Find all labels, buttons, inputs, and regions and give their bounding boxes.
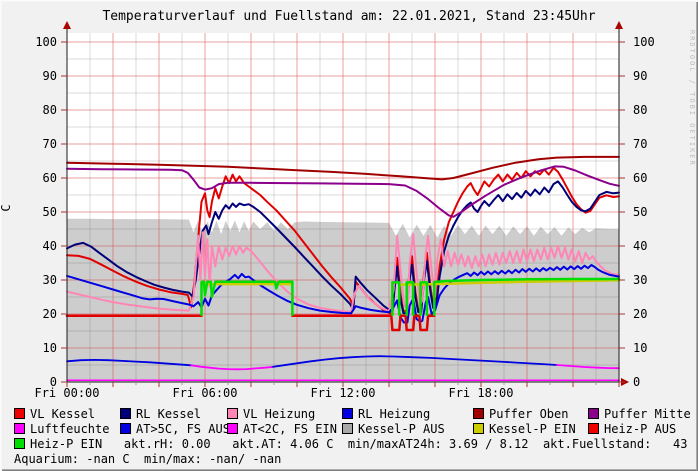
- legend-label: Kessel-P AUS: [358, 422, 445, 436]
- legend-row-3: Heiz-P EIN akt.rH: 0.00 akt.AT: 4.06 C m…: [0, 437, 698, 451]
- series-vl-heizung: [66, 231, 620, 313]
- legend-item: Luftfeuchte: [14, 422, 109, 436]
- legend-swatch: [120, 408, 131, 419]
- y-axis-arrow-right: [615, 21, 623, 29]
- legend-label: VL Kessel: [30, 407, 96, 421]
- legend-item: AT<2C, FS EIN: [227, 422, 337, 436]
- legend-label: VL Heizung: [243, 407, 316, 421]
- y-tick-label-right: 10: [633, 341, 647, 355]
- y-tick-label-right: 80: [633, 103, 647, 117]
- legend-label: Puffer Mitte: [604, 407, 691, 421]
- tick-labels: 0 0 10 10 20 20 30 30 40 40 50 50 60 60 70 70 80 80 90 90 10…: [34, 35, 654, 400]
- legend-swatch: [120, 423, 131, 434]
- y-tick-label-left: 70: [43, 137, 57, 151]
- x-tick-label: Fri 00:00: [34, 386, 99, 400]
- legend-swatch: [14, 438, 25, 449]
- legend-swatch: [342, 408, 353, 419]
- y-tick-label-left: 50: [43, 205, 57, 219]
- legend-label: Heiz-P EIN akt.rH: 0.00 akt.AT: 4.06 C m…: [30, 437, 688, 451]
- series-puffer-mitte: [66, 165, 620, 218]
- x-tick-label: Fri 06:00: [172, 386, 237, 400]
- legend-label: Kessel-P EIN: [489, 422, 576, 436]
- y-tick-label-left: 10: [43, 341, 57, 355]
- y-tick-label-left: 0: [50, 375, 57, 389]
- y-axis-arrow-left: [63, 21, 71, 29]
- legend-item: VL Kessel: [14, 407, 95, 421]
- legend-swatch: [14, 408, 25, 419]
- legend-label: RL Kessel: [136, 407, 202, 421]
- legend-item: Kessel-P EIN: [473, 422, 576, 436]
- y-tick-label-left: 20: [43, 307, 57, 321]
- series-puffer-oben: [66, 155, 620, 181]
- legend-item: Puffer Mitte: [588, 407, 691, 421]
- legend-swatch: [588, 423, 599, 434]
- legend-swatch: [14, 423, 25, 434]
- y-tick-label-right: 90: [633, 69, 647, 83]
- legend-label: Luftfeuchte: [30, 422, 110, 436]
- line-series: [65, 155, 621, 382]
- legend-label: RL Heizung: [358, 407, 431, 421]
- legend-row-2: Luftfeuchte AT>5C, FS AUS AT<2C, FS EIN Kes…: [0, 422, 698, 436]
- legend-label: AT>5C, FS AUS: [136, 422, 230, 436]
- legend-item: VL Heizung: [227, 407, 315, 421]
- y-tick-label-left: 40: [43, 239, 57, 253]
- y-tick-label-right: 20: [633, 307, 647, 321]
- y-tick-label-left: 90: [43, 69, 57, 83]
- legend-item: Puffer Oben: [473, 407, 568, 421]
- y-tick-label-left: 30: [43, 273, 57, 287]
- y-tick-label-right: 50: [633, 205, 647, 219]
- legend-item: RL Kessel: [120, 407, 201, 421]
- legend-row-1: VL Kessel RL Kessel VL Heizung RL Heizung Pu…: [0, 407, 698, 421]
- y-tick-label-right: 30: [633, 273, 647, 287]
- rrdtool-watermark: RRDTOOL / TOBI OETIKER: [688, 30, 696, 167]
- axes: [61, 21, 629, 387]
- y-tick-label-left: 80: [43, 103, 57, 117]
- legend-item: Aquarium: -nan C min/max: -nan/ -nan: [14, 452, 281, 466]
- legend-item: Kessel-P AUS: [342, 422, 445, 436]
- series-heiz-p-aus: [65, 314, 436, 332]
- legend-item: Heiz-P AUS: [588, 422, 676, 436]
- y-tick-label-left: 100: [35, 35, 57, 49]
- chart-canvas: 0 0 10 10 20 20 30 30 40 40 50 50 60 60 70 70 80 80 90 90 10…: [34, 21, 655, 400]
- y-tick-label-right: 40: [633, 239, 647, 253]
- legend-label: Aquarium: -nan C min/max: -nan/ -nan: [14, 452, 282, 466]
- legend-label: AT<2C, FS EIN: [243, 422, 337, 436]
- y-tick-label-left: 60: [43, 171, 57, 185]
- legend-label: Puffer Oben: [489, 407, 569, 421]
- series-heiz-p-ein: [200, 277, 621, 316]
- legend-swatch: [473, 423, 484, 434]
- y-tick-label-right: 70: [633, 137, 647, 151]
- y-tick-label-right: 60: [633, 171, 647, 185]
- legend-swatch: [227, 423, 238, 434]
- series-at-gt5: [66, 355, 558, 368]
- chart-title: Temperaturverlauf und Fuellstand am: 22.…: [102, 9, 596, 24]
- legend-item: RL Heizung: [342, 407, 430, 421]
- x-tick-label: Fri 12:00: [310, 386, 375, 400]
- legend-label: Heiz-P AUS: [604, 422, 677, 436]
- y-tick-label-right: 0: [633, 375, 640, 389]
- legend-item: Heiz-P EIN akt.rH: 0.00 akt.AT: 4.06 C m…: [14, 437, 687, 451]
- legend-item: AT>5C, FS AUS: [120, 422, 230, 436]
- legend-swatch: [588, 408, 599, 419]
- legend-swatch: [473, 408, 484, 419]
- y-tick-label-right: 100: [633, 35, 655, 49]
- x-tick-label: Fri 18:00: [448, 386, 513, 400]
- series-at-lt2: [190, 364, 620, 371]
- legend-swatch: [342, 423, 353, 434]
- legend-row-4: Aquarium: -nan C min/max: -nan/ -nan: [0, 452, 698, 466]
- legend-swatch: [227, 408, 238, 419]
